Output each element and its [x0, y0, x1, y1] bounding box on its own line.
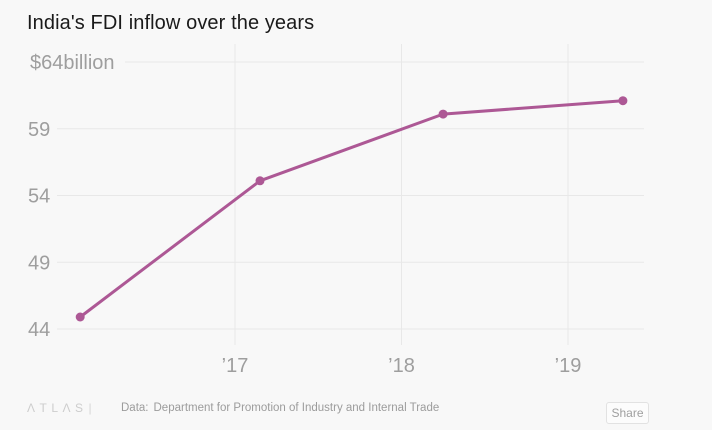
y-tick-label: 59 [28, 119, 50, 141]
data-point [75, 312, 85, 322]
y-tick-label: 54 [28, 186, 50, 208]
x-tick-label: ’19 [555, 355, 582, 377]
atlas-logo: ΛTLΛS| [27, 401, 96, 415]
chart-title: India's FDI inflow over the years [27, 12, 315, 34]
data-point [255, 176, 265, 186]
atlas-logo-text: ΛTLΛS [27, 401, 88, 415]
x-tick-label: ’18 [388, 355, 415, 377]
y-tick-label: 44 [28, 319, 50, 341]
fdi-trend-line [78, 99, 625, 319]
logo-separator: | [88, 401, 97, 415]
share-button[interactable]: Share [606, 402, 649, 424]
y-axis-unit-label: $64billion [30, 52, 115, 74]
data-source-text: Department for Promotion of Industry and… [153, 402, 440, 414]
chart-footer: ΛTLΛS| Data: Department for Promotion of … [0, 394, 712, 430]
data-source-label: Data: [121, 402, 149, 414]
data-point [618, 96, 628, 106]
line-chart: $64billion 59 54 49 44 ’17 ’18 ’19 [28, 44, 644, 377]
x-tick-label: ’17 [222, 355, 249, 377]
data-source: Data: Department for Promotion of Industr… [121, 402, 439, 414]
data-point [438, 109, 448, 119]
y-tick-label: 49 [28, 252, 50, 274]
